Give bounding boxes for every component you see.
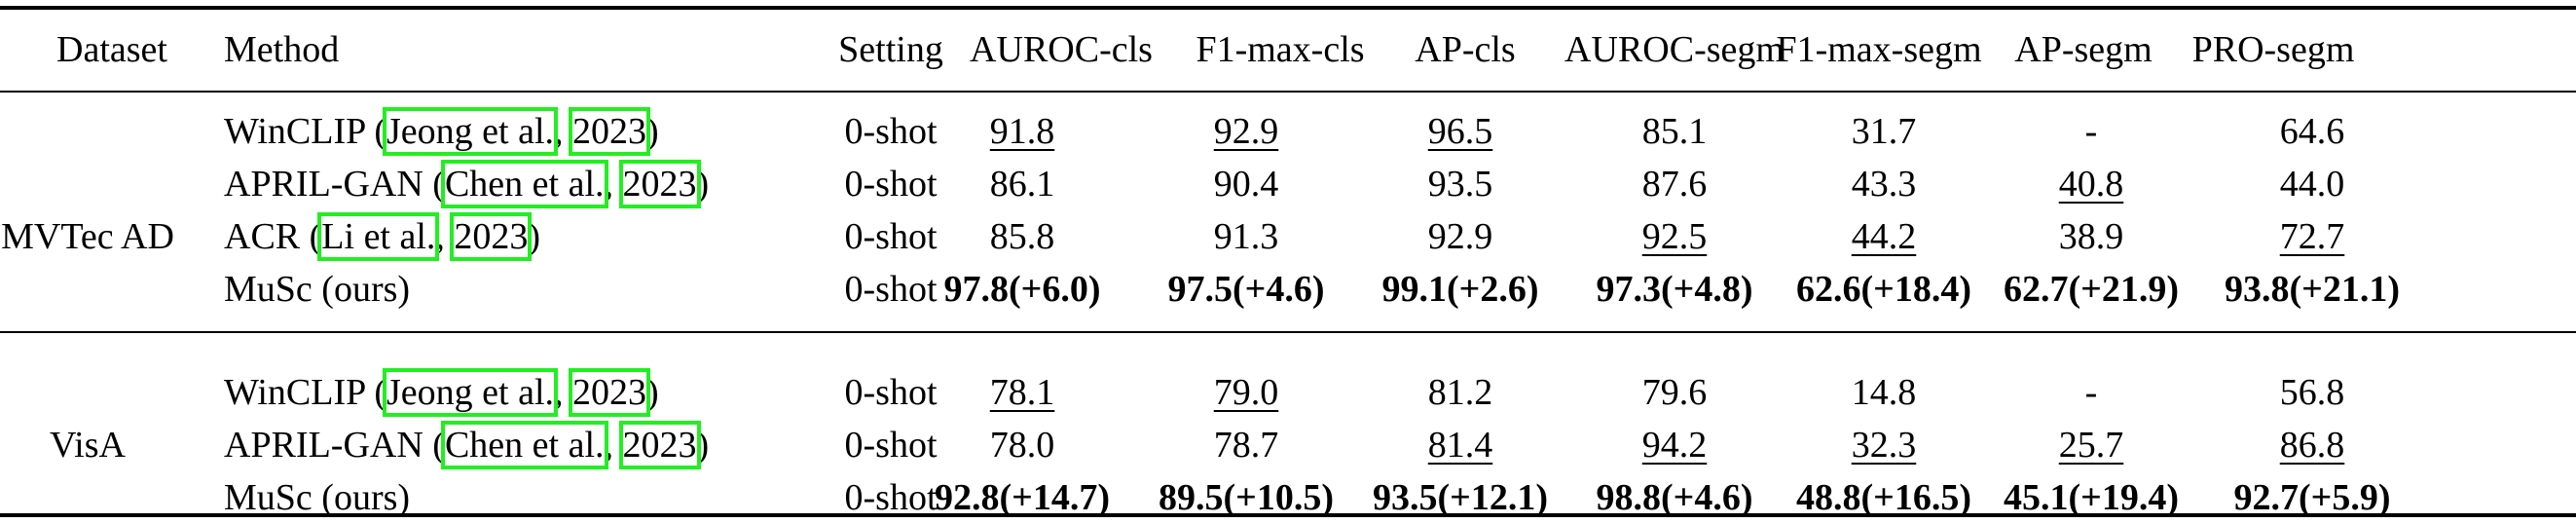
method-cell: MuSc (ours) bbox=[224, 475, 410, 520]
value-cell: 45.1(+19.4) bbox=[2004, 477, 2179, 518]
method-cell: APRIL-GAN (Chen et al., 2023) bbox=[224, 421, 710, 469]
value-cell: 48.8(+16.5) bbox=[1796, 477, 1971, 518]
method-name: APRIL-GAN bbox=[224, 425, 423, 466]
table-rule bbox=[0, 331, 2576, 333]
citation-link[interactable]: Jeong et al. bbox=[382, 368, 559, 417]
method-cell: MuSc (ours) bbox=[224, 267, 410, 312]
value-cell: - bbox=[2084, 372, 2098, 413]
value-cell: 99.1(+2.6) bbox=[1381, 269, 1539, 310]
value-cell: 97.5(+4.6) bbox=[1167, 269, 1325, 310]
method-cell: WinCLIP (Jeong et al., 2023) bbox=[224, 368, 659, 417]
value-cell: 89.5(+10.5) bbox=[1159, 477, 1334, 518]
method-name: MuSc (ours) bbox=[224, 269, 411, 310]
value-cell: 40.8 bbox=[2058, 164, 2124, 205]
method-name: WinCLIP bbox=[224, 372, 365, 413]
value-cell: - bbox=[2084, 111, 2098, 152]
dataset-label: VisA bbox=[50, 425, 126, 466]
value-cell: 62.6(+18.4) bbox=[1796, 269, 1971, 310]
table-rule bbox=[0, 513, 2576, 517]
value-cell: 79.6 bbox=[1641, 372, 1708, 413]
value-cell: 90.4 bbox=[1213, 164, 1279, 205]
value-cell: 97.8(+6.0) bbox=[943, 269, 1101, 310]
value-cell: 92.9 bbox=[1427, 216, 1493, 257]
value-cell: 86.8 bbox=[2279, 425, 2345, 466]
value-cell: 81.2 bbox=[1427, 372, 1493, 413]
setting-cell: 0-shot bbox=[844, 269, 938, 310]
citation-link[interactable]: Jeong et al. bbox=[382, 107, 559, 156]
header-cell: AUROC-cls bbox=[970, 29, 1153, 70]
value-cell: 96.5 bbox=[1427, 111, 1493, 152]
value-cell: 78.7 bbox=[1213, 425, 1279, 466]
value-cell: 87.6 bbox=[1641, 164, 1708, 205]
value-cell: 56.8 bbox=[2279, 372, 2345, 413]
method-name: WinCLIP bbox=[224, 111, 365, 152]
value-cell: 93.5 bbox=[1427, 164, 1493, 205]
value-cell: 78.1 bbox=[989, 372, 1055, 413]
header-cell: F1-max-segm bbox=[1776, 29, 1982, 70]
setting-cell: 0-shot bbox=[844, 216, 938, 257]
value-cell: 85.1 bbox=[1641, 111, 1708, 152]
citation-year-link[interactable]: 2023 bbox=[450, 212, 533, 261]
citation-year-link[interactable]: 2023 bbox=[569, 107, 651, 156]
value-cell: 62.7(+21.9) bbox=[2004, 269, 2179, 310]
value-cell: 93.8(+21.1) bbox=[2225, 269, 2400, 310]
value-cell: 14.8 bbox=[1851, 372, 1917, 413]
value-cell: 92.7(+5.9) bbox=[2233, 477, 2391, 518]
value-cell: 43.3 bbox=[1851, 164, 1917, 205]
value-cell: 91.3 bbox=[1213, 216, 1279, 257]
setting-cell: 0-shot bbox=[844, 425, 938, 466]
value-cell: 72.7 bbox=[2279, 216, 2345, 257]
method-name: APRIL-GAN bbox=[224, 164, 423, 205]
header-cell: Dataset bbox=[56, 29, 167, 70]
header-cell: AP-segm bbox=[2014, 29, 2153, 70]
value-cell: 32.3 bbox=[1851, 425, 1917, 466]
value-cell: 94.2 bbox=[1641, 425, 1708, 466]
value-cell: 44.0 bbox=[2279, 164, 2345, 205]
citation-link[interactable]: Li et al. bbox=[317, 212, 440, 261]
value-cell: 79.0 bbox=[1213, 372, 1279, 413]
setting-cell: 0-shot bbox=[844, 164, 938, 205]
setting-cell: 0-shot bbox=[844, 111, 938, 152]
value-cell: 92.5 bbox=[1641, 216, 1708, 257]
setting-cell: 0-shot bbox=[844, 372, 938, 413]
header-cell: PRO-segm bbox=[2191, 29, 2355, 70]
method-cell: APRIL-GAN (Chen et al., 2023) bbox=[224, 160, 710, 208]
setting-cell: 0-shot bbox=[844, 477, 938, 518]
value-cell: 97.3(+4.8) bbox=[1596, 269, 1753, 310]
value-cell: 86.1 bbox=[989, 164, 1055, 205]
value-cell: 31.7 bbox=[1851, 111, 1917, 152]
value-cell: 92.8(+14.7) bbox=[935, 477, 1110, 518]
header-cell: F1-max-cls bbox=[1196, 29, 1365, 70]
table-rule bbox=[0, 91, 2576, 93]
header-cell: Method bbox=[224, 29, 340, 70]
method-name: MuSc (ours) bbox=[224, 477, 411, 518]
header-cell: AP-cls bbox=[1415, 29, 1516, 70]
value-cell: 78.0 bbox=[989, 425, 1055, 466]
method-cell: ACR (Li et al., 2023) bbox=[224, 212, 541, 261]
value-cell: 25.7 bbox=[2058, 425, 2124, 466]
value-cell: 85.8 bbox=[989, 216, 1055, 257]
header-cell: AUROC-segm bbox=[1564, 29, 1785, 70]
citation-year-link[interactable]: 2023 bbox=[618, 160, 701, 208]
value-cell: 93.5(+12.1) bbox=[1373, 477, 1548, 518]
value-cell: 91.8 bbox=[989, 111, 1055, 152]
method-name: ACR bbox=[224, 216, 301, 257]
value-cell: 81.4 bbox=[1427, 425, 1493, 466]
value-cell: 44.2 bbox=[1851, 216, 1917, 257]
citation-link[interactable]: Chen et al. bbox=[440, 160, 608, 208]
header-cell: Setting bbox=[838, 29, 943, 70]
value-cell: 38.9 bbox=[2058, 216, 2124, 257]
citation-year-link[interactable]: 2023 bbox=[618, 421, 701, 469]
citation-year-link[interactable]: 2023 bbox=[569, 368, 651, 417]
value-cell: 64.6 bbox=[2279, 111, 2345, 152]
dataset-label: MVTec AD bbox=[1, 216, 174, 257]
table-rule bbox=[0, 6, 2576, 10]
citation-link[interactable]: Chen et al. bbox=[440, 421, 608, 469]
method-cell: WinCLIP (Jeong et al., 2023) bbox=[224, 107, 659, 156]
value-cell: 92.9 bbox=[1213, 111, 1279, 152]
value-cell: 98.8(+4.6) bbox=[1596, 477, 1753, 518]
